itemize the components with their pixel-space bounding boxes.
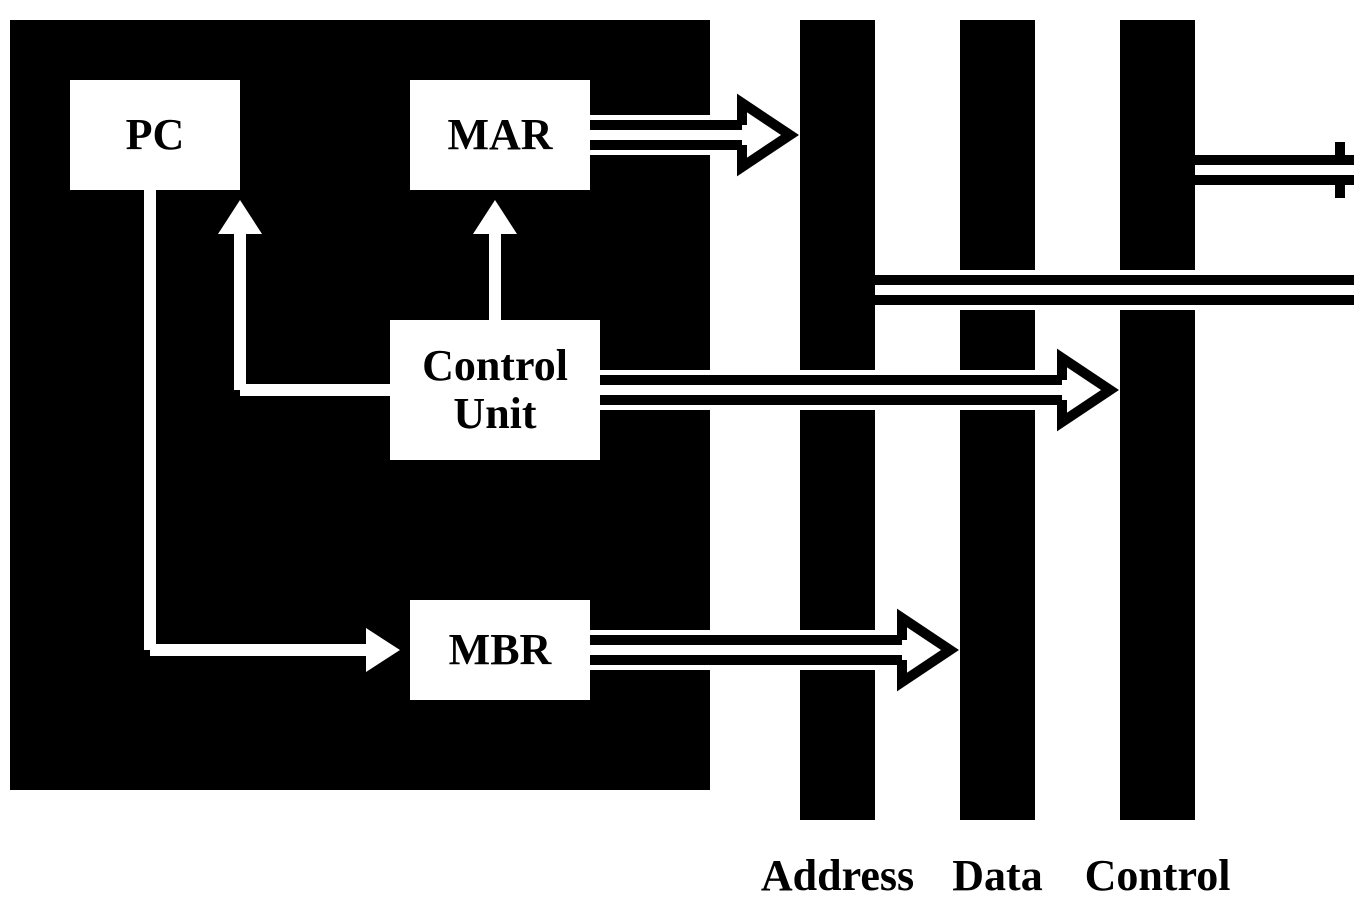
register-mar-label: MAR: [447, 111, 552, 159]
register-pc-label: PC: [126, 111, 185, 159]
bus-data: [960, 20, 1035, 820]
register-mbr-label: MBR: [449, 626, 552, 674]
register-pc: PC: [70, 80, 240, 190]
bus-control-label: Control: [1060, 850, 1255, 901]
control-unit: Control Unit: [390, 320, 600, 460]
bus-control: [1120, 20, 1195, 820]
control-unit-label: Control Unit: [422, 342, 568, 439]
register-mbr: MBR: [410, 600, 590, 700]
diagram-canvas: PC MAR Control Unit MBR Address Data Con…: [0, 0, 1354, 896]
bus-address: [800, 20, 875, 820]
register-mar: MAR: [410, 80, 590, 190]
